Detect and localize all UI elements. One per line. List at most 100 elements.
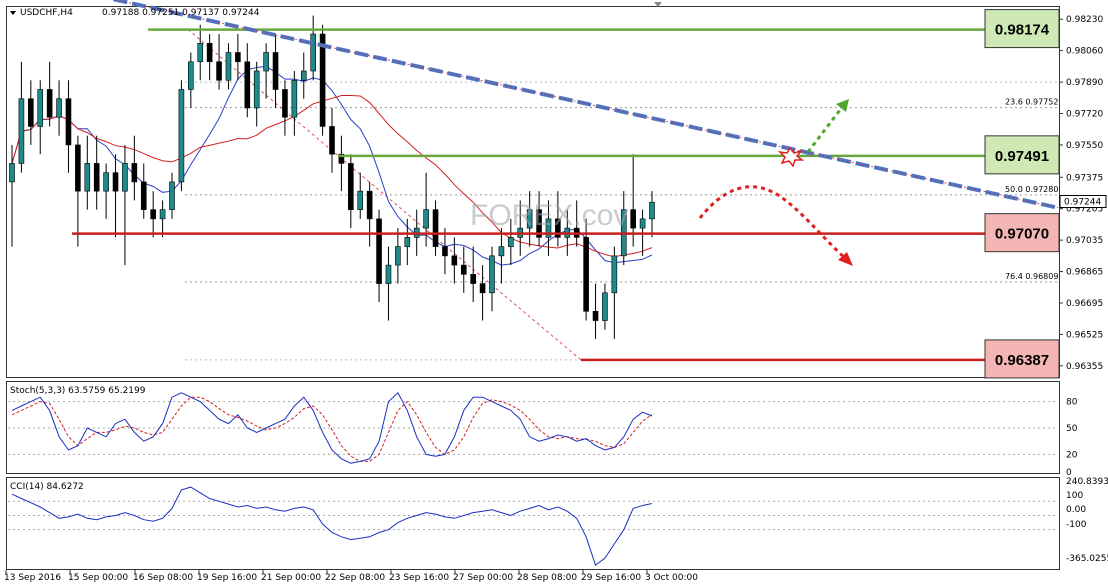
- level-box: [984, 135, 1060, 175]
- bear-candle: [460, 264, 467, 275]
- ma-slow-line: [11, 95, 653, 258]
- cci-indicator: 240.8393 100 0.00 -100 -365.0255 CCI(14) 84.6…: [8, 477, 1108, 567]
- level-box: [984, 9, 1060, 49]
- cci-tick-label: 0.00: [1066, 505, 1086, 515]
- bullish-arrowhead-icon: [836, 99, 849, 112]
- bear-candle: [65, 98, 72, 146]
- ohlc-label: 0.97188 0.97251 0.97137 0.97244: [102, 8, 260, 18]
- level-box: [984, 213, 1060, 253]
- time-tick-label: 29 Sep 16:00: [581, 573, 641, 583]
- bull-candle: [291, 79, 298, 118]
- bear-candle: [131, 163, 138, 183]
- bear-candle: [329, 126, 335, 155]
- candlesticks: [9, 15, 655, 340]
- price-tick-label: 0.96355: [1066, 362, 1103, 372]
- bull-candle: [357, 190, 364, 210]
- price-tick-label: 0.97375: [1066, 173, 1103, 183]
- breakout-star-icon: [777, 146, 805, 168]
- bull-candle: [310, 33, 316, 72]
- bear-candle: [432, 209, 439, 247]
- bull-candle: [649, 201, 655, 220]
- level-label: 0.96387: [995, 352, 1049, 369]
- bear-candle: [235, 52, 241, 63]
- fib-level-label: 23.6 0.97752: [1005, 98, 1058, 107]
- bull-candle: [263, 52, 269, 72]
- bull-candle: [84, 163, 91, 192]
- bull-candle: [56, 98, 62, 118]
- time-tick-label: 21 Sep 00:00: [261, 573, 321, 583]
- bearish-arrowhead-icon: [838, 252, 853, 266]
- time-tick-label: 28 Sep 08:00: [517, 573, 577, 583]
- stoch-tick-label: 50: [1066, 424, 1078, 434]
- stoch-k-line: [11, 391, 653, 464]
- bull-candle: [489, 255, 495, 294]
- stoch-d-line: [11, 396, 653, 462]
- bull-candle: [253, 70, 260, 109]
- bullish-projection-arrow: [806, 105, 845, 153]
- bear-candle: [470, 274, 476, 284]
- time-tick-label: 27 Sep 00:00: [453, 573, 513, 583]
- bull-candle: [300, 70, 307, 81]
- cci-tick-label: -365.0255: [1066, 554, 1108, 564]
- stochastic-oscillator: 80 50 20 0 Stoch(5,3,3) 63.5759 65.2199: [8, 386, 1078, 478]
- support-resistance-lines: [72, 28, 985, 362]
- price-panel-frame: [6, 6, 1060, 378]
- stoch-tick-label: 0: [1066, 468, 1072, 478]
- watermark: FOREX.cov: [470, 199, 628, 232]
- price-tick-label: 0.97890: [1066, 78, 1103, 88]
- bear-candle: [366, 190, 373, 220]
- cci-label: CCI(14) 84.6272: [10, 482, 84, 492]
- bear-candle: [282, 89, 288, 118]
- price-tick-label: 0.97720: [1066, 110, 1103, 120]
- fib-diagonal-line: [187, 29, 582, 361]
- bear-candle: [150, 209, 156, 220]
- bull-candle: [639, 218, 646, 229]
- bear-candle: [272, 52, 279, 90]
- last-price-label: 0.97244: [1064, 198, 1101, 208]
- bear-candle: [319, 33, 326, 127]
- trendline-inner: [114, 0, 1059, 209]
- bull-candle: [526, 209, 533, 229]
- symbol-label: USDCHF,H4: [20, 8, 73, 18]
- cci-tick-label: 100: [1066, 491, 1083, 501]
- bull-candle: [508, 237, 514, 247]
- bear-candle: [479, 283, 486, 294]
- scroll-marker-icon[interactable]: [654, 2, 662, 7]
- moving-averages: [11, 65, 653, 266]
- price-axis: 0.98230 0.98060 0.97890 0.97720 0.97550 0.973…: [1059, 15, 1107, 372]
- bull-candle: [602, 292, 608, 321]
- price-tick-label: 0.97550: [1066, 141, 1103, 151]
- bull-candle: [197, 42, 204, 63]
- level-label: 0.98174: [995, 22, 1050, 39]
- bear-candle: [206, 42, 213, 63]
- bear-candle: [46, 89, 53, 118]
- bull-candle: [37, 89, 44, 127]
- triangle-down-icon[interactable]: [10, 11, 16, 15]
- ma-fast-line: [11, 65, 653, 266]
- time-axis: 13 Sep 2016 15 Sep 00:00 16 Sep 08:00 19 Se…: [4, 570, 698, 583]
- stoch-tick-label: 80: [1066, 398, 1078, 408]
- time-tick-label: 23 Sep 16:00: [389, 573, 449, 583]
- stoch-tick-label: 20: [1066, 450, 1078, 460]
- bull-candle: [169, 181, 175, 210]
- cci-tick-label: -100: [1066, 520, 1087, 530]
- bear-candle: [112, 172, 119, 192]
- price-tick-label: 0.98230: [1066, 15, 1103, 25]
- stoch-label: Stoch(5,3,3) 63.5759 65.2199: [10, 386, 146, 396]
- bull-candle: [545, 218, 552, 238]
- cci-tick-label: 240.8393: [1066, 477, 1108, 487]
- bear-candle: [583, 237, 589, 312]
- time-tick-label: 22 Sep 08:00: [325, 573, 385, 583]
- bull-candle: [225, 52, 232, 81]
- level-labels: 0.98174 0.97491 0.97070 0.96387: [984, 9, 1060, 379]
- bear-candle: [75, 144, 81, 192]
- time-tick-label: 15 Sep 00:00: [68, 573, 128, 583]
- bull-candle: [178, 89, 185, 183]
- time-tick-label: 3 Oct 00:00: [645, 573, 698, 583]
- bearish-projection-arrow: [698, 185, 847, 260]
- bull-candle: [188, 61, 194, 90]
- fib-level-label: 76.4 0.96809: [1005, 272, 1058, 281]
- price-tick-label: 0.97205: [1066, 205, 1103, 215]
- last-price-box: [1059, 195, 1107, 209]
